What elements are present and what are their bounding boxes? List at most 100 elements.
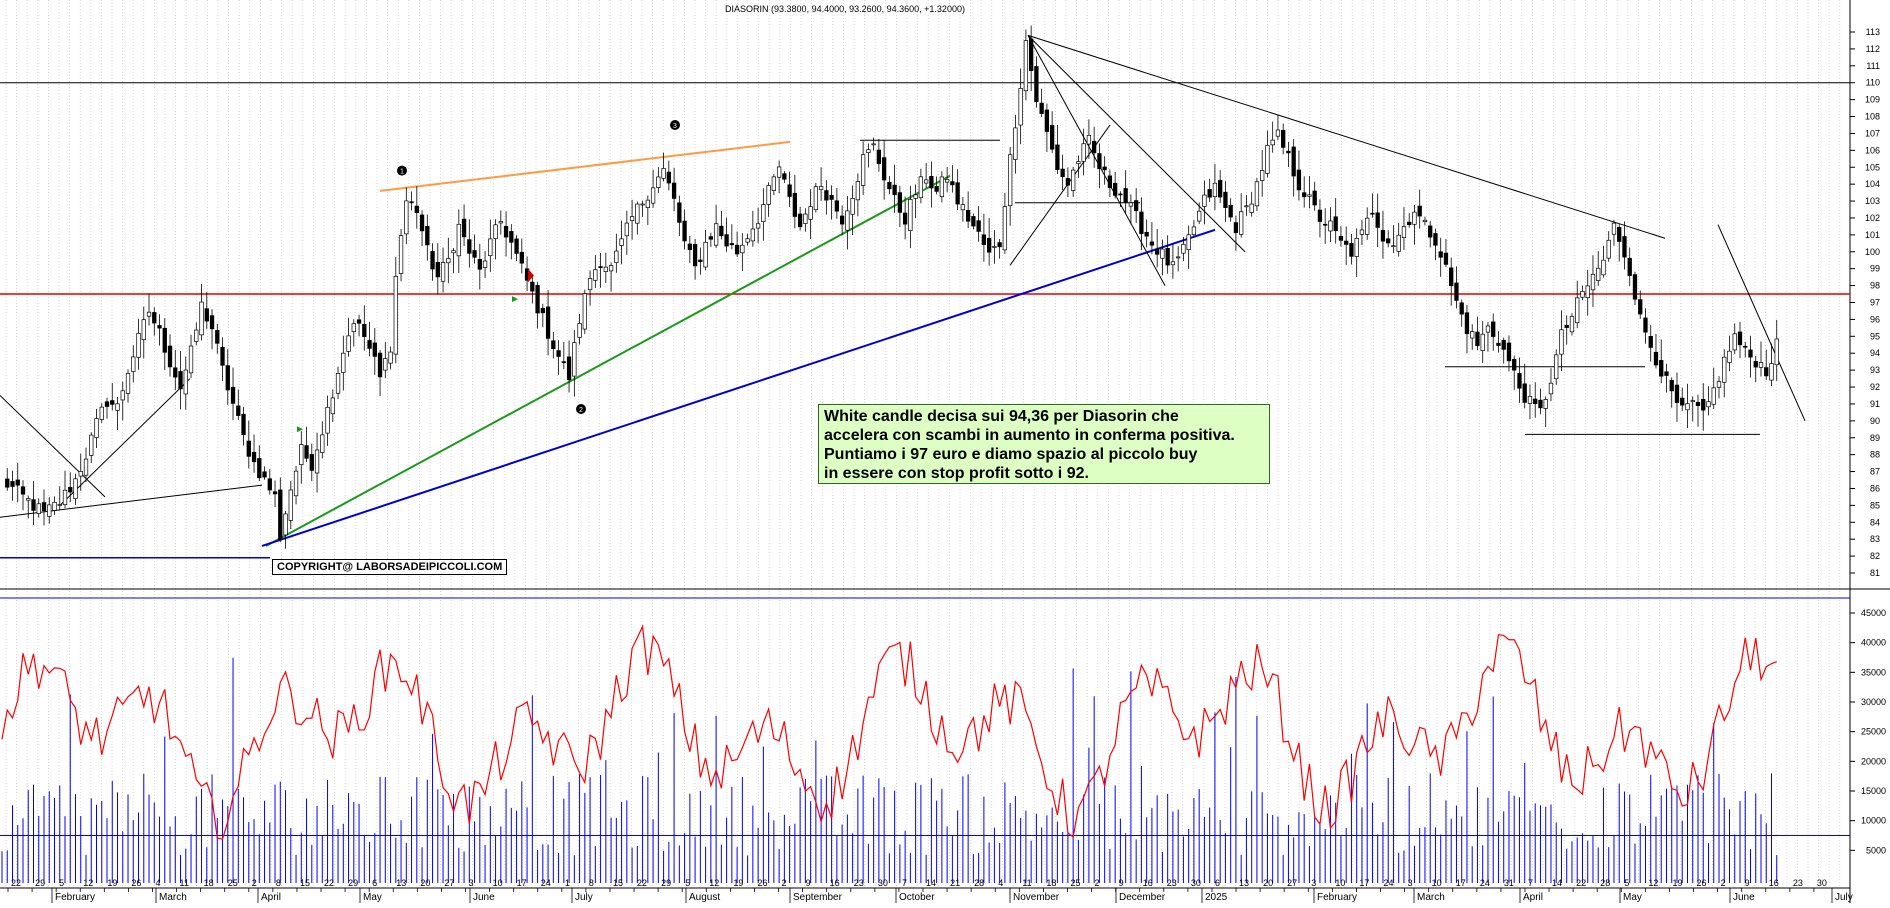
candle-body [1002, 206, 1008, 251]
candle-body [1144, 231, 1149, 237]
candle-body [635, 203, 640, 224]
volume-tick-label: 40000 [1861, 638, 1886, 648]
candle-body [320, 434, 325, 453]
price-tick-label: 102 [1865, 213, 1880, 223]
candle-body [897, 192, 903, 213]
candle-body [950, 181, 955, 186]
candle-body [1191, 226, 1197, 236]
price-tick-label: 81 [1870, 568, 1880, 578]
candle-body [1396, 234, 1401, 252]
candle-body [792, 192, 798, 217]
candle-body [246, 440, 251, 457]
candle-body [1548, 382, 1554, 395]
candle-body [1118, 193, 1123, 196]
day-tick-label: 27 [1287, 878, 1297, 888]
candle-body [472, 250, 477, 258]
candle-body [750, 228, 756, 242]
chart-title: DIASORIN (93.3800, 94.4000, 93.2600, 94.… [725, 4, 965, 14]
price-tick-label: 86 [1870, 483, 1880, 493]
candle-body [120, 390, 125, 401]
candle-body [1538, 399, 1543, 409]
candle-body [692, 244, 698, 267]
candle-body [1569, 316, 1575, 333]
day-tick-label: 5 [59, 878, 64, 888]
candle-body [650, 187, 656, 204]
candle-body [372, 342, 377, 357]
price-tick-label: 87 [1870, 467, 1880, 477]
day-tick-label: 11 [180, 878, 189, 888]
day-tick-label: 30 [878, 878, 888, 888]
candle-body [73, 478, 78, 499]
candle-body [614, 250, 619, 263]
candle-body [41, 502, 47, 512]
candle-body [62, 489, 68, 506]
price-tick-label: 85 [1870, 500, 1880, 510]
candle-body [1643, 317, 1648, 333]
day-tick-label: 16 [830, 878, 840, 888]
candle-body [110, 400, 115, 405]
candle-body [1102, 166, 1107, 171]
day-tick-label: 15 [300, 878, 310, 888]
candle-body [514, 238, 519, 254]
candle-body [167, 345, 173, 368]
day-tick-label: 5 [1624, 878, 1629, 888]
candle-body [855, 181, 861, 201]
day-tick-label: 17 [1456, 878, 1466, 888]
candle-body [960, 204, 966, 211]
month-label: July [575, 892, 593, 903]
candle-body [703, 241, 708, 268]
candle-body [1134, 200, 1139, 212]
trendline-orange [379, 140, 791, 192]
candle-body [383, 358, 388, 371]
day-tick-label: 30 [1817, 878, 1827, 888]
day-tick-label: 15 [613, 878, 623, 888]
candle-body [1097, 153, 1102, 170]
buy-arrow-icon [297, 426, 303, 433]
candle-body [299, 444, 304, 466]
reference-lines [0, 82, 1850, 836]
candle-body [209, 315, 215, 330]
candle-body [1743, 345, 1748, 348]
candle-body [1653, 351, 1659, 366]
candle-body [892, 184, 897, 195]
candle-body [556, 350, 561, 357]
candle-body [1186, 234, 1191, 250]
month-label: May [1623, 892, 1642, 903]
day-tick-label: 10 [493, 878, 503, 888]
candle-body [1281, 129, 1286, 148]
day-tick-label: 27 [444, 878, 454, 888]
candle-body [1701, 398, 1706, 411]
candle-body [1049, 124, 1055, 150]
candle-body [745, 238, 750, 243]
candle-body [1380, 229, 1386, 242]
note-line-4: in essere con stop profit sotto i 92. [824, 465, 1089, 482]
candle-body [346, 335, 351, 352]
candle-body [26, 498, 31, 501]
candle-body [262, 471, 267, 478]
candle-body [1680, 397, 1685, 406]
candle-body [125, 373, 131, 394]
candle-body [152, 312, 157, 324]
day-tick-label: 9 [1745, 878, 1750, 888]
candle-body [1039, 102, 1044, 114]
candle-body [20, 486, 26, 495]
candle-body [1753, 361, 1758, 368]
candle-body [1165, 247, 1170, 266]
trendline-left-down [0, 395, 106, 498]
price-tick-label: 96 [1870, 314, 1880, 324]
candle-body [598, 266, 603, 269]
candle-body [236, 405, 241, 416]
candle-body [1475, 331, 1480, 347]
candle-body [1076, 161, 1081, 165]
candle-body [425, 226, 430, 246]
candle-body [1181, 243, 1186, 254]
candle-body [866, 149, 871, 153]
candle-body [587, 278, 593, 291]
day-tick-label: 8 [589, 878, 594, 888]
buy-arrow-icon [512, 296, 518, 303]
candle-body [1149, 241, 1155, 246]
candle-body [813, 186, 819, 211]
price-tick-label: 107 [1865, 128, 1880, 138]
candle-body [908, 199, 913, 231]
